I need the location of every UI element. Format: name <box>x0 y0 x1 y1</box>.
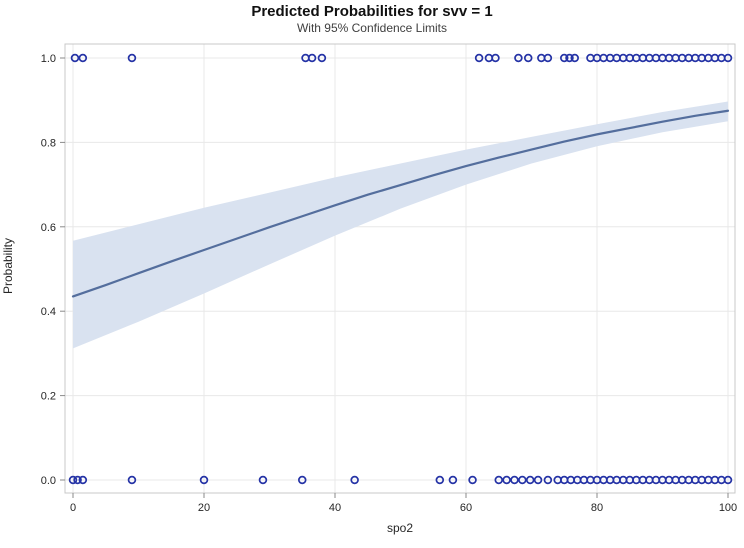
x-tick-label: 40 <box>329 502 341 514</box>
scatter-point <box>570 53 579 63</box>
scatter-point <box>518 475 527 485</box>
y-tick-label: 0.2 <box>41 391 56 403</box>
scatter-point <box>298 475 307 485</box>
scatter-point <box>307 53 317 63</box>
scatter-point <box>78 53 88 63</box>
fit-line <box>71 109 730 298</box>
scatter-point <box>73 475 82 485</box>
x-tick-label: 80 <box>591 502 603 514</box>
x-tick-label: 60 <box>460 502 472 514</box>
scatter-point <box>317 53 327 63</box>
scatter-point <box>543 53 553 63</box>
x-axis-label: spo2 <box>386 521 414 535</box>
scatter-point <box>523 53 533 63</box>
scatter-point <box>723 53 733 63</box>
scatter-point <box>543 475 553 485</box>
scatter-point <box>502 475 511 485</box>
scatter-point <box>435 475 445 485</box>
x-tick-label: 20 <box>198 502 210 514</box>
scatter-point <box>199 475 209 485</box>
plot-frame <box>64 43 736 494</box>
scatter-point <box>70 53 80 63</box>
scatter-point <box>78 475 88 485</box>
scatter-point <box>533 475 543 485</box>
scatter-point <box>510 475 519 485</box>
chart-subtitle: With 95% Confidence Limits <box>296 21 448 35</box>
chart-title: Predicted Probabilities for svv = 1 <box>251 3 493 20</box>
scatter-point <box>68 475 78 485</box>
x-tick-label: 100 <box>719 502 737 514</box>
scatter-point <box>559 53 569 63</box>
scatter-point <box>350 475 359 485</box>
scatter-point <box>448 475 458 485</box>
x-tick-label: 0 <box>70 502 76 514</box>
scatter-point <box>514 53 523 63</box>
confidence-band <box>73 101 728 349</box>
scatter-point <box>468 475 477 485</box>
scatter-point <box>494 475 504 485</box>
y-tick-label: 0.0 <box>41 475 56 487</box>
scatter-point <box>723 475 733 485</box>
scatter-point <box>565 53 574 63</box>
scatter-point <box>491 53 500 63</box>
scatter-point <box>474 53 484 63</box>
y-tick-label: 1.0 <box>41 53 56 65</box>
scatter-point <box>127 53 137 63</box>
scatter-point <box>127 475 137 485</box>
scatter-point <box>525 475 535 485</box>
y-tick-label: 0.4 <box>41 306 56 318</box>
scatter-point <box>258 475 268 485</box>
y-tick-label: 0.6 <box>41 222 56 234</box>
y-tick-label: 0.8 <box>41 137 56 149</box>
